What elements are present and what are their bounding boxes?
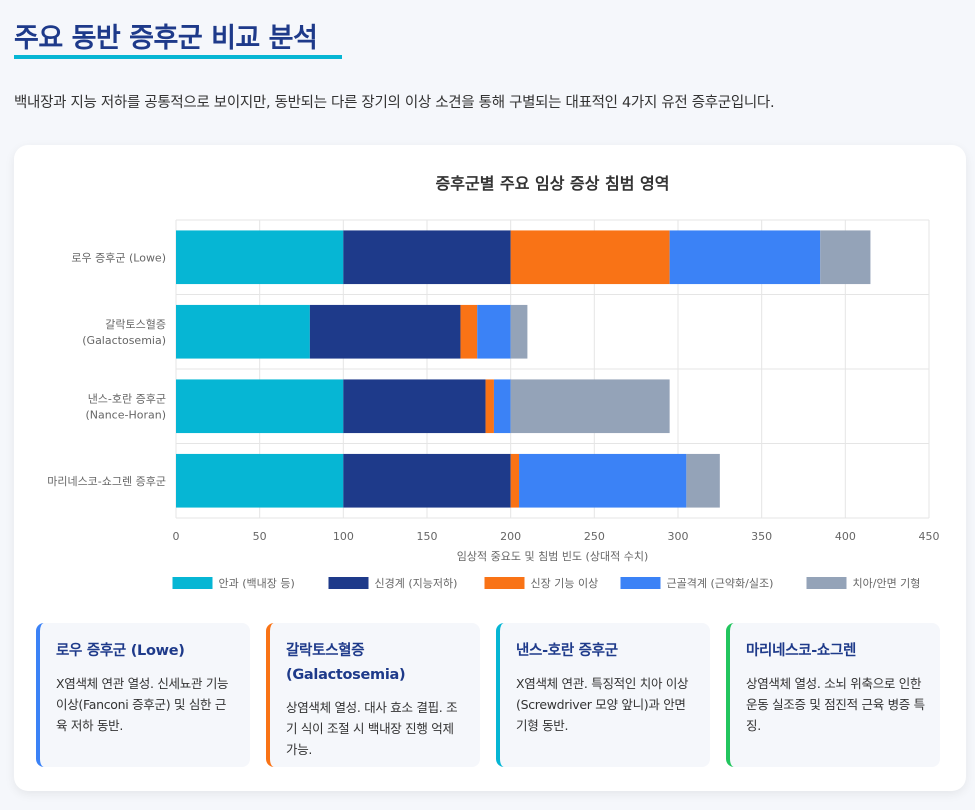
bar-segment [343,379,486,434]
bar-segment [510,230,670,285]
bar-segment [510,379,670,434]
y-tick-label: 갈락토스혈증 [105,317,166,331]
bar-segment [176,379,344,434]
legend-label: 안과 (백내장 등) [219,577,295,590]
bar-segment [493,379,511,434]
page-title: 주요 동반 증후군 비교 분석 [14,23,318,54]
info-card-lowe: 로우 증후군 (Lowe) X염색체 연관 열성. 신세뇨관 기능 이상(Fan… [36,623,250,767]
x-tick-label: 250 [584,530,605,543]
legend-swatch [172,577,213,589]
legend-label: 근골격계 (근약화/실조) [667,576,774,590]
y-tick-label: 로우 증후군 (Lowe) [71,251,166,264]
bar-segment [176,230,344,285]
legend-swatch [620,577,661,589]
x-tick-label: 200 [500,530,521,543]
x-tick-label: 450 [919,530,940,543]
bar-segment [477,304,511,359]
info-card-galactosemia: 갈락토스혈증 (Galactosemia) 상염색체 열성. 대사 효소 결핍.… [266,623,480,767]
y-tick-label: (Nance-Horan) [85,408,166,421]
title-underline [14,55,342,59]
x-tick-label: 150 [417,530,438,543]
info-card-marinesco-sjogren: 마리네스코-쇼그렌 상염색체 열성. 소뇌 위축으로 인한 운동 실조증 및 점… [726,623,940,767]
bar-segment [176,453,344,508]
y-tick-label: (Galactosemia) [82,334,166,347]
chart-card: 증후군별 주요 임상 증상 침범 영역 0 50 100 150 200 250 300 350… [14,145,966,791]
page-subtitle: 백내장과 지능 저하를 공통적으로 보이지만, 동반되는 다른 장기의 이상 소… [14,95,775,111]
y-tick-label: 낸스-호란 증후군 [88,392,166,405]
legend-label: 치아/안면 기형 [853,577,921,590]
bar-segment [510,304,528,359]
info-card-desc: 상염색체 열성. 소뇌 위축으로 인한 운동 실조증 및 점진적 근육 병증 특… [746,676,925,733]
bar-segment [820,230,871,285]
info-card-title: 로우 증후군 (Lowe) [56,643,185,659]
y-tick-label: 마리네스코-쇼그렌 증후군 [47,475,166,488]
bar-segment [176,304,310,359]
legend-label: 신경계 (지능저하) [375,576,458,590]
info-card-title: 갈락토스혈증 (Galactosemia) [286,643,406,683]
x-tick-label: 100 [333,530,354,543]
legend-swatch [806,577,847,589]
bar-segment [343,453,511,508]
info-card-title: 낸스-호란 증후군 [516,643,618,659]
legend-swatch [328,577,369,589]
chart-title: 증후군별 주요 임상 증상 침범 영역 [436,174,670,193]
stacked-bar-chart: 증후군별 주요 임상 증상 침범 영역 0 50 100 150 200 250 300 350… [47,174,940,590]
legend-swatch [484,577,525,589]
bar-segment [460,304,478,359]
legend-label: 신장 기능 이상 [531,577,599,590]
info-card-desc: 상염색체 열성. 대사 효소 결핍. 조기 식이 조절 시 백내장 진행 억제 … [286,700,458,757]
bar-segment [343,230,511,285]
x-tick-label: 0 [173,530,180,543]
bar-segment [669,230,821,285]
info-card-desc: X염색체 연관 열성. 신세뇨관 기능 이상(Fanconi 증후군) 및 심한… [56,676,229,733]
x-tick-label: 50 [253,530,267,543]
x-axis-label: 임상적 중요도 및 침범 빈도 (상대적 수치) [457,550,648,563]
info-card-nance-horan: 낸스-호란 증후군 X염색체 연관. 특징적인 치아 이상(Screwdrive… [496,623,710,767]
x-tick-label: 350 [751,530,772,543]
bar-segment [686,453,720,508]
info-card-desc: X염색체 연관. 특징적인 치아 이상(Screwdriver 모양 앞니)과 … [516,676,689,733]
bar-segment [519,453,687,508]
x-tick-label: 300 [668,530,689,543]
info-card-title: 마리네스코-쇼그렌 [746,643,857,659]
x-tick-label: 400 [835,530,856,543]
bar-segment [510,453,520,508]
bar-segment [485,379,494,434]
bar-segment [309,304,461,359]
